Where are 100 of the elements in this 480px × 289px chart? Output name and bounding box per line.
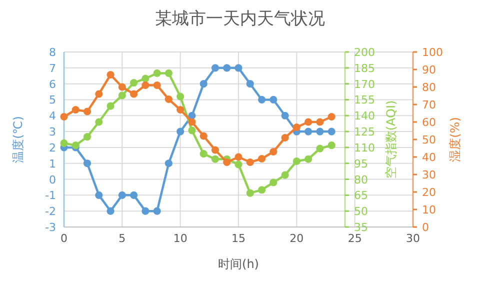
point xyxy=(130,90,138,98)
point xyxy=(211,155,220,163)
point xyxy=(328,128,336,136)
point xyxy=(246,189,254,197)
point xyxy=(72,106,80,114)
point xyxy=(164,160,172,168)
y3-tick-label: 0 xyxy=(422,221,429,234)
point xyxy=(211,64,220,72)
point xyxy=(200,150,208,158)
y3-tick-label: 30 xyxy=(422,168,436,182)
y-tick-label: 4 xyxy=(49,110,56,123)
y2-axis-title: 空气指数(AQI) xyxy=(384,100,398,179)
point xyxy=(176,128,184,136)
y3-tick-label: 90 xyxy=(422,64,436,76)
y-tick-label: -2 xyxy=(45,205,56,218)
y-tick-label: 1 xyxy=(49,157,56,170)
point xyxy=(270,148,278,156)
y3-axis-title: 湿度(%) xyxy=(448,117,462,162)
y-tick-label: 3 xyxy=(49,126,56,139)
point xyxy=(95,191,103,199)
point xyxy=(60,139,68,148)
point xyxy=(142,74,150,82)
point xyxy=(304,118,312,126)
y2-tick-label: 125 xyxy=(354,126,375,139)
point xyxy=(130,191,138,199)
y-tick-label: 6 xyxy=(49,78,56,91)
point xyxy=(316,128,324,136)
point xyxy=(258,96,266,104)
point xyxy=(281,112,289,120)
point xyxy=(200,80,208,88)
y3-tick-label: 10 xyxy=(422,204,436,216)
point xyxy=(328,112,336,121)
point xyxy=(164,95,172,104)
point xyxy=(258,186,266,194)
point xyxy=(223,64,231,72)
y-axis-title: 温度(℃) xyxy=(11,116,25,163)
point xyxy=(95,90,103,98)
point xyxy=(106,102,114,110)
y2-tick-label: 95 xyxy=(354,157,368,170)
point xyxy=(106,70,114,79)
point xyxy=(304,155,312,163)
point xyxy=(153,81,161,90)
point xyxy=(176,92,184,100)
point xyxy=(234,153,242,161)
point xyxy=(164,69,172,78)
point xyxy=(83,108,92,116)
y-tick-label: 2 xyxy=(49,141,56,154)
x-tick-label: 30 xyxy=(406,232,420,245)
point xyxy=(246,158,254,166)
point xyxy=(292,123,300,132)
point xyxy=(153,207,161,215)
y-tick-label: -3 xyxy=(45,221,56,234)
y3-tick-label: 60 xyxy=(422,116,436,129)
y-tick-label: -1 xyxy=(45,189,56,202)
point xyxy=(211,146,220,154)
point xyxy=(106,207,114,215)
point xyxy=(83,133,92,141)
point xyxy=(118,92,126,100)
y2-tick-label: 65 xyxy=(354,189,368,202)
y2-tick-label: 140 xyxy=(354,110,375,123)
point xyxy=(142,81,150,90)
y2-tick-label: 50 xyxy=(354,205,368,218)
point xyxy=(281,171,289,179)
point xyxy=(234,64,242,72)
point xyxy=(176,106,184,114)
point xyxy=(95,118,103,126)
x-tick-label: 25 xyxy=(348,232,362,245)
point xyxy=(316,144,324,152)
y3-tick-label: 20 xyxy=(422,186,436,199)
point xyxy=(270,96,278,104)
y2-tick-label: 35 xyxy=(354,221,368,234)
chart-title: 某城市一天内天气状况 xyxy=(155,9,325,29)
x-axis-title: 时间(h) xyxy=(218,257,259,271)
point xyxy=(270,178,278,186)
y-tick-label: 8 xyxy=(49,46,56,59)
point xyxy=(246,80,254,88)
y2-tick-label: 185 xyxy=(354,62,375,75)
y-tick-label: 0 xyxy=(49,173,56,186)
point xyxy=(292,157,300,166)
point xyxy=(118,83,126,91)
y3-tick-label: 80 xyxy=(422,81,436,94)
point xyxy=(188,118,196,126)
point xyxy=(118,191,126,199)
x-tick-label: 15 xyxy=(232,232,246,245)
point xyxy=(258,154,266,163)
y3-tick-label: 40 xyxy=(422,151,436,164)
y-tick-label: 5 xyxy=(49,94,56,107)
point xyxy=(83,160,92,168)
point xyxy=(328,142,336,150)
x-tick-label: 0 xyxy=(60,232,68,245)
point xyxy=(153,69,161,78)
point xyxy=(188,126,196,134)
x-tick-label: 5 xyxy=(118,232,126,245)
y2-tick-label: 155 xyxy=(354,94,375,107)
point xyxy=(60,112,68,121)
point xyxy=(223,158,231,166)
point xyxy=(316,118,324,126)
y2-tick-label: 170 xyxy=(354,78,375,91)
y3-tick-label: 70 xyxy=(422,98,436,112)
point xyxy=(304,128,312,136)
